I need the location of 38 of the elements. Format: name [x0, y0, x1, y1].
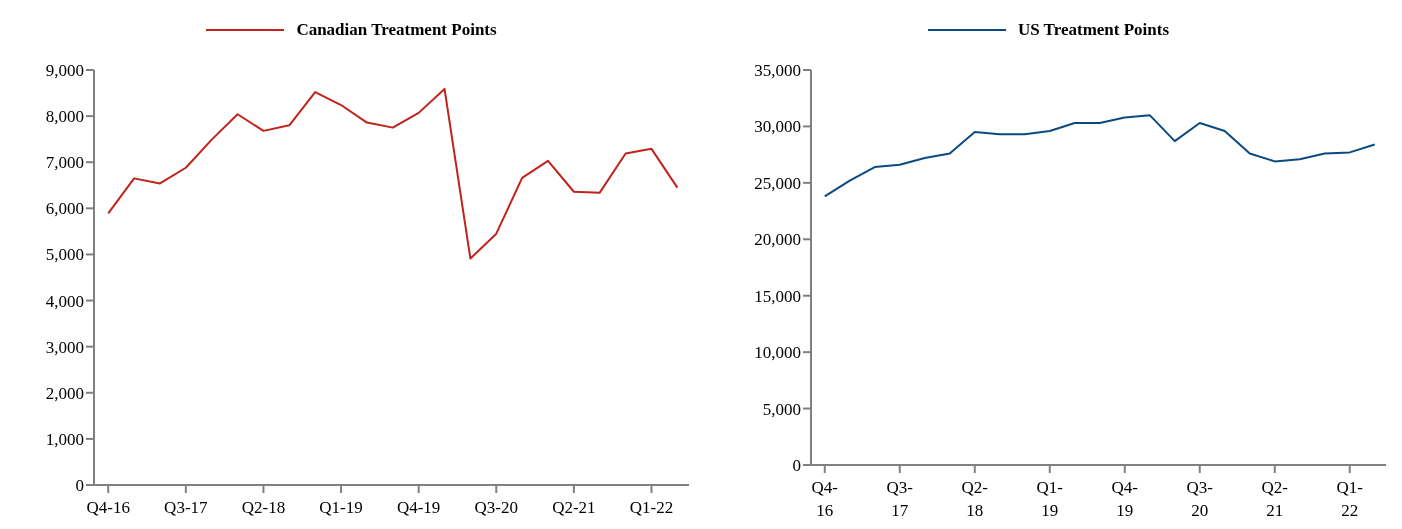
y-tick-label: 20,000 [754, 230, 801, 250]
y-tick-label: 35,000 [754, 61, 801, 81]
x-tick-label: Q1-19 [319, 498, 363, 517]
x-tick-label: Q2-18 [961, 478, 989, 520]
line-series [823, 114, 1376, 198]
y-tick-label: 25,000 [754, 173, 801, 193]
y-tick-label: 8,000 [45, 107, 84, 127]
y-tick-label: 4,000 [45, 291, 84, 311]
y-tick-label: 2,000 [45, 383, 84, 403]
y-tick-label: 0 [75, 476, 84, 496]
x-tick-label: Q3-17 [886, 478, 914, 520]
y-tick-label: 6,000 [45, 199, 84, 219]
x-tick-label: Q3-17 [164, 498, 209, 517]
y-tick-label: 0 [792, 456, 801, 476]
x-tick-label: Q4-16 [86, 498, 130, 517]
x-tick-label: Q4-16 [811, 478, 839, 520]
y-tick-label: 1,000 [45, 429, 84, 449]
x-tick-label: Q2-21 [1261, 478, 1289, 520]
y-tick-label: 7,000 [45, 153, 84, 173]
x-tick-label: Q1-22 [629, 498, 674, 517]
y-tick-label: 5,000 [45, 245, 84, 265]
y-tick-label: 10,000 [754, 343, 801, 363]
y-tick-label: 5,000 [762, 399, 801, 419]
line-series [107, 87, 679, 260]
x-tick-label: Q2-21 [552, 498, 596, 517]
x-tick-label: Q4-19 [1111, 478, 1139, 520]
y-tick-label: 9,000 [45, 61, 84, 81]
legend-label: US Treatment Points [1017, 20, 1170, 40]
x-tick-label: Q4-19 [396, 498, 441, 517]
y-tick-label: 30,000 [754, 117, 801, 137]
legend-label: Canadian Treatment Points [296, 20, 497, 40]
y-tick-label: 15,000 [754, 286, 801, 306]
x-tick-label: Q2-18 [241, 498, 286, 517]
x-tick-label: Q1-22 [1336, 478, 1364, 520]
x-tick-label: Q1-19 [1036, 478, 1064, 520]
x-tick-label: Q3-20 [474, 498, 518, 517]
y-tick-label: 3,000 [45, 337, 84, 357]
x-tick-label: Q3-20 [1186, 478, 1214, 520]
